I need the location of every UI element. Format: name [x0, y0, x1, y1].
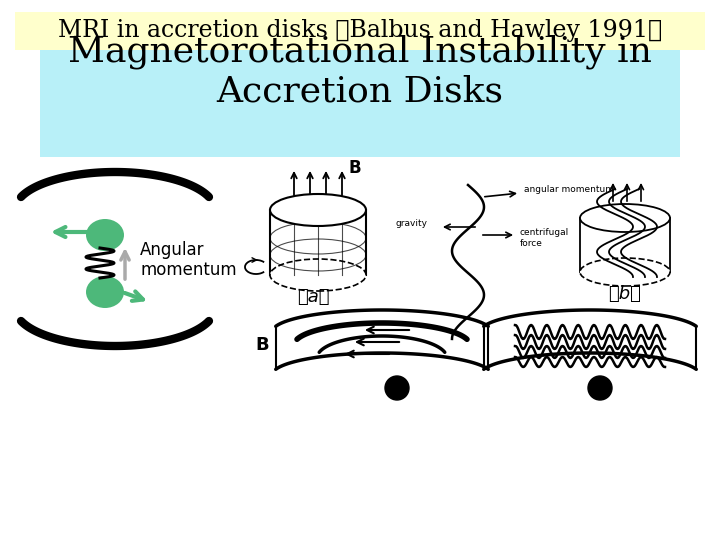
Ellipse shape [86, 276, 124, 308]
Text: B: B [255, 336, 269, 354]
Ellipse shape [270, 259, 366, 291]
Text: angular momentum: angular momentum [524, 186, 614, 194]
Ellipse shape [270, 194, 366, 226]
Text: Angular
momentum: Angular momentum [140, 241, 237, 279]
Text: Accretion Disks: Accretion Disks [217, 75, 503, 109]
Text: B: B [348, 159, 361, 177]
Ellipse shape [86, 219, 124, 251]
Circle shape [588, 376, 612, 400]
Text: Magnetorotational Instability in: Magnetorotational Instability in [68, 35, 652, 69]
Text: gravity: gravity [396, 219, 428, 228]
Bar [15, 12, 705, 50]
Text: centrifugal
force: centrifugal force [520, 228, 570, 248]
Text: （b）: （b） [608, 285, 642, 303]
Text: MRI in accretion disks （Balbus and Hawley 1991）: MRI in accretion disks （Balbus and Hawle… [58, 19, 662, 43]
Ellipse shape [580, 204, 670, 232]
Text: （a）: （a） [297, 288, 329, 306]
Ellipse shape [580, 258, 670, 286]
Circle shape [385, 376, 409, 400]
Bar [40, 12, 680, 157]
